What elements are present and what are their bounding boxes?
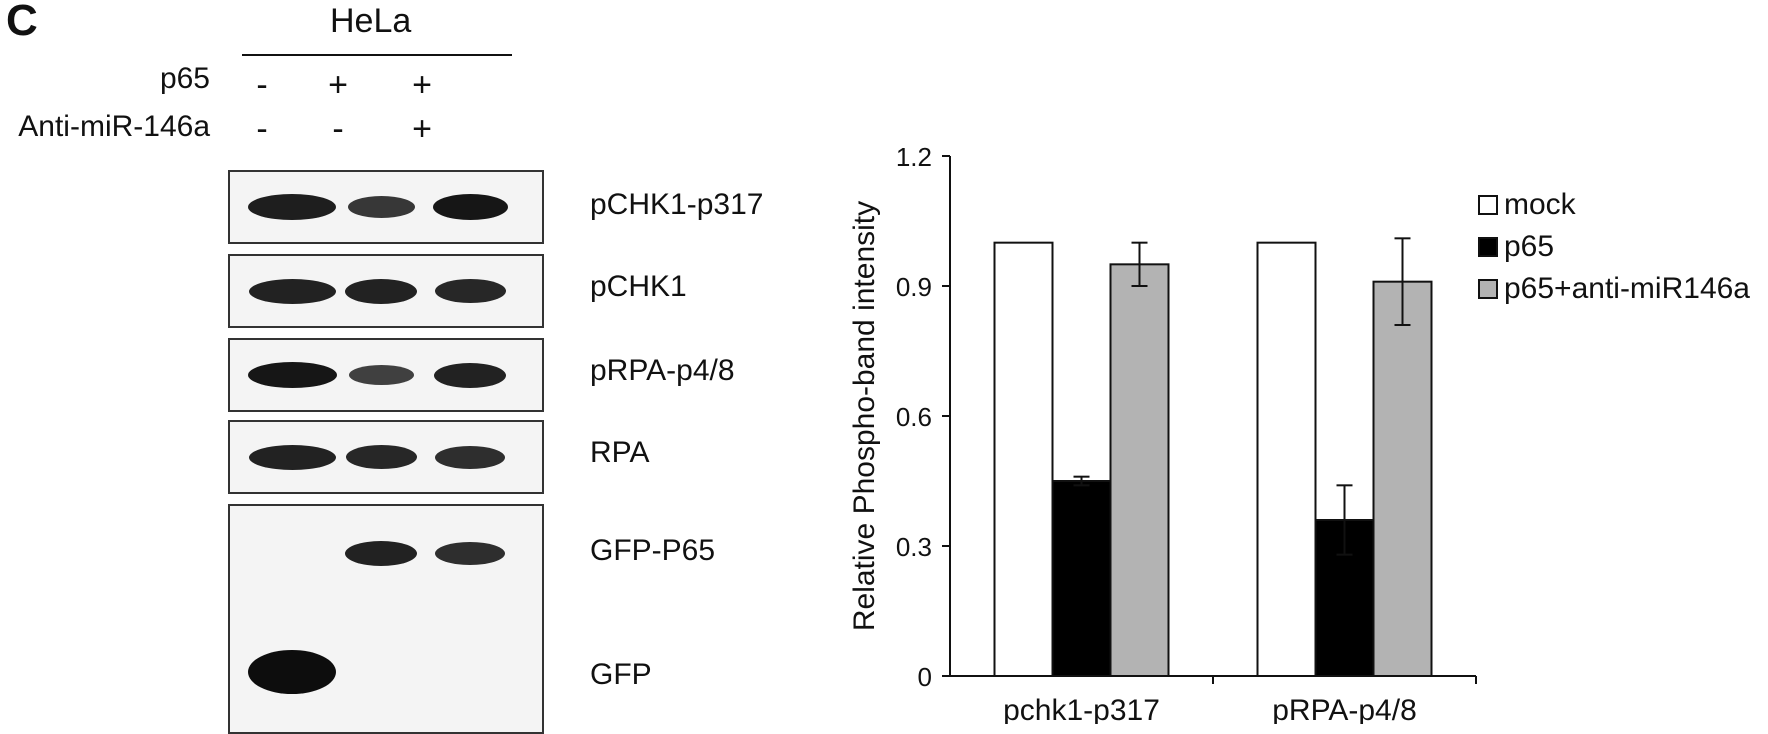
- legend-item-p65: p65: [1478, 230, 1554, 264]
- blot-band: [432, 194, 508, 220]
- blot-label: pCHK1-p317: [590, 188, 764, 221]
- blot-label: pCHK1: [590, 270, 687, 303]
- bar: [1109, 263, 1170, 677]
- condition-sign: -: [332, 110, 344, 148]
- blot-band: [345, 540, 417, 566]
- condition-sign: +: [412, 110, 432, 148]
- blot-band: [345, 445, 417, 469]
- blot-band: [248, 650, 336, 694]
- legend-item-mock: mock: [1478, 188, 1576, 222]
- y-tick-label: 0.3: [896, 532, 932, 562]
- cell-line-underline: [242, 54, 512, 56]
- legend-swatch-mock: [1478, 195, 1498, 215]
- legend-label: p65+anti-miR146a: [1504, 272, 1750, 305]
- legend-swatch-p65: [1478, 237, 1498, 257]
- condition-sign: -: [256, 66, 268, 104]
- blot-label: GFP: [590, 658, 652, 691]
- condition-sign: -: [256, 110, 268, 148]
- condition-sign: +: [328, 66, 348, 104]
- blot-band: [248, 278, 336, 304]
- x-category-label: pRPA-p4/8: [1272, 694, 1417, 724]
- condition-label-p65: p65: [159, 62, 210, 95]
- condition-label-anti-mir: Anti-miR-146a: [18, 110, 210, 143]
- blot-band: [434, 362, 506, 388]
- y-axis-label: Relative Phospho-band intensity: [848, 201, 881, 631]
- legend-item-p65-anti-mir: p65+anti-miR146a: [1478, 272, 1750, 306]
- bar: [993, 241, 1054, 678]
- blot-band: [435, 445, 505, 469]
- legend-label: p65: [1504, 230, 1555, 263]
- blot-band: [345, 278, 417, 304]
- blot-band: [247, 362, 337, 388]
- y-tick-label: 0.9: [896, 272, 932, 302]
- legend-label: mock: [1504, 188, 1576, 221]
- blot-label: pRPA-p4/8: [590, 354, 735, 387]
- bar: [1372, 280, 1433, 677]
- panel-letter: C: [6, 0, 38, 45]
- x-category-label: pchk1-p317: [1003, 694, 1160, 724]
- blot-band: [434, 279, 506, 303]
- blot-band: [435, 541, 505, 565]
- condition-sign: +: [412, 66, 432, 104]
- blot-label: RPA: [590, 436, 650, 469]
- blot-label: GFP-P65: [590, 534, 716, 567]
- bar: [1256, 241, 1317, 678]
- y-tick-label: 0.6: [896, 402, 932, 432]
- y-tick-label: 0: [918, 662, 932, 692]
- blot-band: [347, 196, 415, 218]
- bar: [1051, 480, 1112, 677]
- y-tick-label: 1.2: [896, 142, 932, 172]
- blot-band: [348, 365, 414, 385]
- cell-line-label: HeLa: [330, 2, 412, 40]
- blot-band: [248, 444, 336, 470]
- legend-swatch-p65-anti-mir: [1478, 279, 1498, 299]
- blot-band: [248, 194, 336, 220]
